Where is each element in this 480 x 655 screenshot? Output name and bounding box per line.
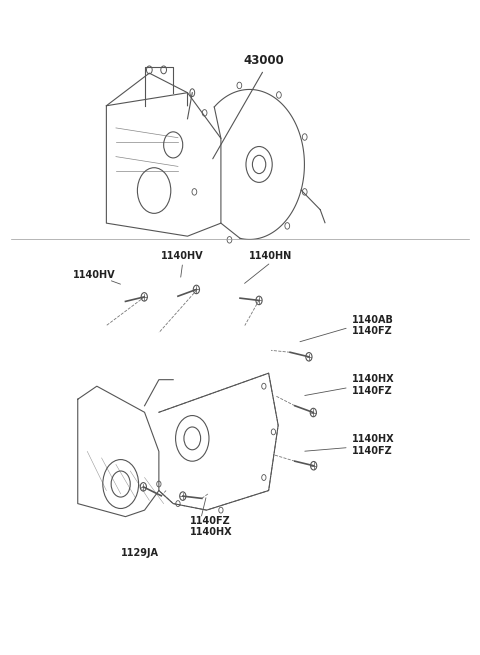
Text: 1140AB
1140FZ: 1140AB 1140FZ — [352, 315, 394, 337]
Ellipse shape — [310, 408, 316, 417]
Text: 1140FZ
1140HX: 1140FZ 1140HX — [190, 515, 232, 537]
Ellipse shape — [141, 293, 147, 301]
Text: 1140HN: 1140HN — [250, 251, 293, 261]
Ellipse shape — [193, 285, 200, 293]
Text: 1140HX
1140FZ: 1140HX 1140FZ — [352, 434, 395, 456]
Ellipse shape — [180, 492, 186, 500]
Text: 43000: 43000 — [243, 54, 284, 67]
Ellipse shape — [311, 462, 317, 470]
Ellipse shape — [140, 483, 146, 491]
Text: 1140HX
1140FZ: 1140HX 1140FZ — [352, 374, 395, 396]
Ellipse shape — [256, 296, 262, 305]
Text: 1140HV: 1140HV — [73, 271, 116, 280]
Text: 1140HV: 1140HV — [161, 251, 204, 261]
Text: 1129JA: 1129JA — [121, 548, 159, 557]
Ellipse shape — [306, 352, 312, 361]
